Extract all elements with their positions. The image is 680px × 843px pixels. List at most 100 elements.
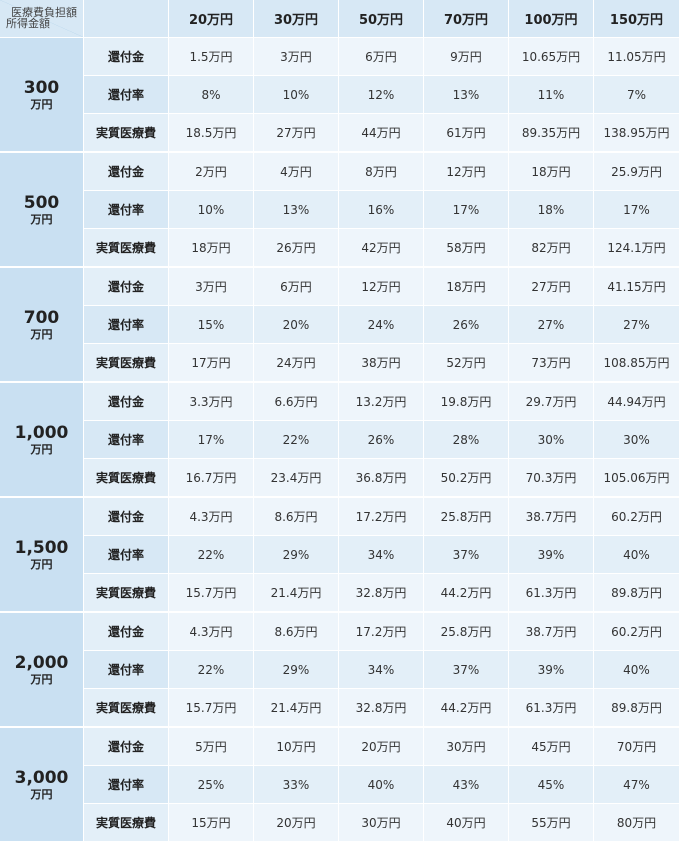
refund-cell: 6万円 [339, 38, 424, 76]
income-cell: 1,500 万円 [0, 498, 84, 613]
refund-rate-cell: 40% [339, 766, 424, 804]
amount-header: 50万円 [339, 0, 424, 38]
refund-row: 700 万円 還付金 3万円 6万円 12万円 18万円 27万円 41.15万円 [0, 268, 680, 383]
refund-rate-row: 還付率 25% 33% 40% 43% 45% 47% [0, 766, 680, 804]
income-cell: 700 万円 [0, 268, 84, 383]
refund-row: 1,500 万円 還付金 4.3万円 8.6万円 17.2万円 25.8万円 38.7万円 60… [0, 498, 680, 613]
refund-cell: 18万円 [509, 153, 594, 191]
row-label: 実質医療費 [84, 804, 169, 843]
refund-cell: 3万円 [169, 268, 254, 306]
row-label: 実質医療費 [84, 689, 169, 728]
refund-cell: 29.7万円 [509, 383, 594, 421]
refund-cell: 10万円 [254, 728, 339, 766]
refund-rate-cell: 26% [424, 306, 509, 344]
row-label: 還付金 [84, 383, 169, 421]
net-cost-cell: 40万円 [424, 804, 509, 843]
net-cost-row: 実質医療費 15.7万円 21.4万円 32.8万円 44.2万円 61.3万円 89.8万… [0, 689, 680, 728]
income-cell: 3,000 万円 [0, 728, 84, 843]
refund-rate-cell: 40% [594, 651, 680, 689]
refund-rate-cell: 29% [254, 536, 339, 574]
amount-header: 70万円 [424, 0, 509, 38]
refund-cell: 60.2万円 [594, 613, 680, 651]
row-label: 還付率 [84, 651, 169, 689]
refund-cell: 38.7万円 [509, 498, 594, 536]
row-label: 実質医療費 [84, 574, 169, 613]
net-cost-cell: 105.06万円 [594, 459, 680, 498]
refund-cell: 25.9万円 [594, 153, 680, 191]
refund-rate-cell: 13% [424, 76, 509, 114]
net-cost-cell: 44.2万円 [424, 574, 509, 613]
refund-rate-row: 還付率 17% 22% 26% 28% 30% 30% [0, 421, 680, 459]
net-cost-cell: 30万円 [339, 804, 424, 843]
income-value: 1,000 [14, 422, 69, 443]
row-label: 還付金 [84, 38, 169, 76]
refund-rate-cell: 8% [169, 76, 254, 114]
income-cell: 1,000 万円 [0, 383, 84, 498]
net-cost-row: 実質医療費 15.7万円 21.4万円 32.8万円 44.2万円 61.3万円 89.8万… [0, 574, 680, 613]
row-label: 還付率 [84, 766, 169, 804]
refund-cell: 8.6万円 [254, 498, 339, 536]
refund-cell: 41.15万円 [594, 268, 680, 306]
refund-cell: 30万円 [424, 728, 509, 766]
row-label: 還付金 [84, 728, 169, 766]
amount-header: 100万円 [509, 0, 594, 38]
refund-rate-cell: 40% [594, 536, 680, 574]
amount-header: 30万円 [254, 0, 339, 38]
net-cost-cell: 89.35万円 [509, 114, 594, 153]
refund-rate-cell: 12% [339, 76, 424, 114]
net-cost-cell: 55万円 [509, 804, 594, 843]
income-value: 2,000 [14, 652, 69, 673]
refund-rate-cell: 27% [509, 306, 594, 344]
net-cost-cell: 36.8万円 [339, 459, 424, 498]
refund-rate-row: 還付率 10% 13% 16% 17% 18% 17% [0, 191, 680, 229]
refund-rate-cell: 10% [254, 76, 339, 114]
net-cost-cell: 32.8万円 [339, 689, 424, 728]
refund-rate-cell: 30% [509, 421, 594, 459]
net-cost-cell: 61万円 [424, 114, 509, 153]
net-cost-cell: 44万円 [339, 114, 424, 153]
row-label: 還付金 [84, 613, 169, 651]
amount-header: 150万円 [594, 0, 680, 38]
refund-rate-row: 還付率 22% 29% 34% 37% 39% 40% [0, 651, 680, 689]
net-cost-row: 実質医療費 15万円 20万円 30万円 40万円 55万円 80万円 [0, 804, 680, 843]
refund-cell: 6.6万円 [254, 383, 339, 421]
net-cost-cell: 38万円 [339, 344, 424, 383]
refund-cell: 11.05万円 [594, 38, 680, 76]
refund-rate-cell: 17% [169, 421, 254, 459]
refund-rate-cell: 45% [509, 766, 594, 804]
income-unit: 万円 [30, 557, 53, 571]
table-body: 300 万円 還付金 1.5万円 3万円 6万円 9万円 10.65万円 11.05万円 還付率 8… [0, 38, 680, 843]
refund-cell: 4.3万円 [169, 498, 254, 536]
row-label: 実質医療費 [84, 229, 169, 268]
income-cell: 500 万円 [0, 153, 84, 268]
income-value: 300 [23, 77, 60, 98]
row-label-heading-blank [84, 0, 169, 38]
refund-rate-cell: 18% [509, 191, 594, 229]
net-cost-cell: 89.8万円 [594, 574, 680, 613]
net-cost-cell: 42万円 [339, 229, 424, 268]
net-cost-cell: 138.95万円 [594, 114, 680, 153]
refund-rate-cell: 15% [169, 306, 254, 344]
refund-rate-cell: 7% [594, 76, 680, 114]
income-unit: 万円 [30, 442, 53, 456]
net-cost-cell: 20万円 [254, 804, 339, 843]
refund-cell: 27万円 [509, 268, 594, 306]
income-value: 500 [23, 192, 60, 213]
row-label: 還付金 [84, 498, 169, 536]
net-cost-cell: 15.7万円 [169, 689, 254, 728]
refund-rate-cell: 27% [594, 306, 680, 344]
refund-row: 500 万円 還付金 2万円 4万円 8万円 12万円 18万円 25.9万円 [0, 153, 680, 268]
refund-rate-cell: 25% [169, 766, 254, 804]
header-corner-cell: 医療費負担額 所得金額 [0, 0, 84, 38]
net-cost-cell: 82万円 [509, 229, 594, 268]
refund-rate-row: 還付率 8% 10% 12% 13% 11% 7% [0, 76, 680, 114]
refund-rate-cell: 11% [509, 76, 594, 114]
refund-rate-cell: 37% [424, 536, 509, 574]
net-cost-cell: 44.2万円 [424, 689, 509, 728]
refund-cell: 25.8万円 [424, 613, 509, 651]
refund-rate-cell: 43% [424, 766, 509, 804]
income-value: 700 [23, 307, 60, 328]
net-cost-cell: 18万円 [169, 229, 254, 268]
refund-rate-cell: 13% [254, 191, 339, 229]
